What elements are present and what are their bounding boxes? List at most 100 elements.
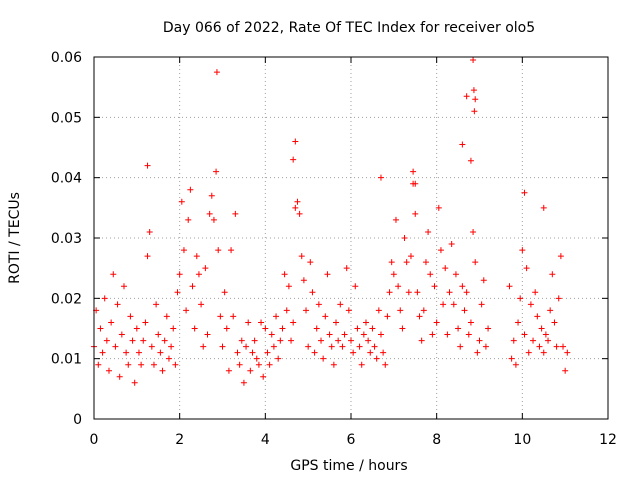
data-point xyxy=(328,343,335,350)
data-point xyxy=(384,313,391,320)
data-point xyxy=(264,349,271,356)
data-point xyxy=(234,349,241,356)
data-point xyxy=(386,289,393,296)
data-point xyxy=(547,307,554,314)
data-point xyxy=(397,307,404,314)
data-point xyxy=(292,204,299,211)
data-point xyxy=(470,228,477,235)
data-point xyxy=(455,325,462,332)
data-point xyxy=(345,307,352,314)
data-point xyxy=(517,295,524,302)
data-point xyxy=(123,349,130,356)
data-point xyxy=(560,343,567,350)
data-point xyxy=(532,289,539,296)
data-point xyxy=(298,253,305,260)
data-point xyxy=(530,337,537,344)
data-point xyxy=(412,180,419,187)
y-tick-label: 0.02 xyxy=(51,291,82,307)
data-point xyxy=(459,283,466,290)
data-point xyxy=(446,289,453,296)
data-point xyxy=(165,355,172,362)
y-tick-label: 0.04 xyxy=(51,171,82,187)
data-point xyxy=(198,301,205,308)
data-point xyxy=(478,301,485,308)
data-point xyxy=(433,319,440,326)
data-point xyxy=(333,319,340,326)
data-point xyxy=(101,295,108,302)
data-point xyxy=(309,289,316,296)
data-point xyxy=(251,337,258,344)
data-point xyxy=(273,313,280,320)
data-point xyxy=(482,343,489,350)
data-point xyxy=(189,283,196,290)
data-point xyxy=(219,343,226,350)
data-point xyxy=(174,289,181,296)
data-point xyxy=(238,337,245,344)
data-point xyxy=(470,87,477,94)
data-point xyxy=(448,241,455,248)
data-point xyxy=(472,96,479,103)
data-point xyxy=(427,271,434,278)
data-point xyxy=(144,162,151,169)
data-point xyxy=(403,259,410,266)
data-point xyxy=(388,259,395,266)
data-point xyxy=(390,271,397,278)
data-point xyxy=(247,367,254,374)
data-point xyxy=(463,93,470,100)
data-point xyxy=(320,355,327,362)
data-point xyxy=(322,313,329,320)
data-point xyxy=(465,331,472,338)
data-point xyxy=(296,210,303,217)
x-tick-label: 6 xyxy=(347,432,356,448)
data-point xyxy=(485,325,492,332)
data-point xyxy=(285,283,292,290)
data-point xyxy=(525,349,532,356)
data-point xyxy=(521,189,528,196)
data-point xyxy=(140,337,147,344)
data-point xyxy=(457,343,464,350)
data-point xyxy=(476,337,483,344)
data-point xyxy=(459,141,466,148)
x-tick-label: 8 xyxy=(432,432,441,448)
y-axis-title: ROTI / TECUs xyxy=(7,192,23,284)
data-point xyxy=(133,325,140,332)
data-point xyxy=(208,192,215,199)
data-point xyxy=(112,343,119,350)
data-point xyxy=(180,247,187,254)
data-point xyxy=(401,235,408,241)
data-point xyxy=(142,319,149,326)
data-point xyxy=(215,247,222,254)
data-point xyxy=(519,247,526,254)
data-point xyxy=(253,355,260,362)
data-point xyxy=(138,361,145,368)
data-point xyxy=(420,307,427,314)
data-point xyxy=(262,325,269,332)
y-tick-label: 0.05 xyxy=(51,110,82,126)
data-point xyxy=(360,331,367,338)
y-tick-label: 0.01 xyxy=(51,352,82,368)
data-point xyxy=(95,361,102,368)
x-tick-label: 12 xyxy=(599,432,617,448)
data-point xyxy=(135,349,142,356)
data-point xyxy=(373,355,380,362)
data-point xyxy=(230,313,237,320)
data-point xyxy=(294,198,301,205)
data-point xyxy=(283,307,290,314)
data-point xyxy=(527,301,534,308)
data-point xyxy=(395,283,402,290)
data-point xyxy=(362,319,369,326)
data-point xyxy=(131,379,138,386)
data-point xyxy=(172,361,179,368)
data-point xyxy=(350,349,357,356)
data-point xyxy=(116,373,123,380)
data-point xyxy=(275,355,282,362)
data-point xyxy=(168,343,175,350)
data-point xyxy=(155,331,162,338)
data-point xyxy=(210,216,217,223)
data-point xyxy=(255,361,262,368)
data-point xyxy=(191,325,198,332)
data-point xyxy=(508,355,515,362)
data-point xyxy=(510,337,517,344)
data-point xyxy=(118,331,125,338)
data-point xyxy=(105,367,112,374)
